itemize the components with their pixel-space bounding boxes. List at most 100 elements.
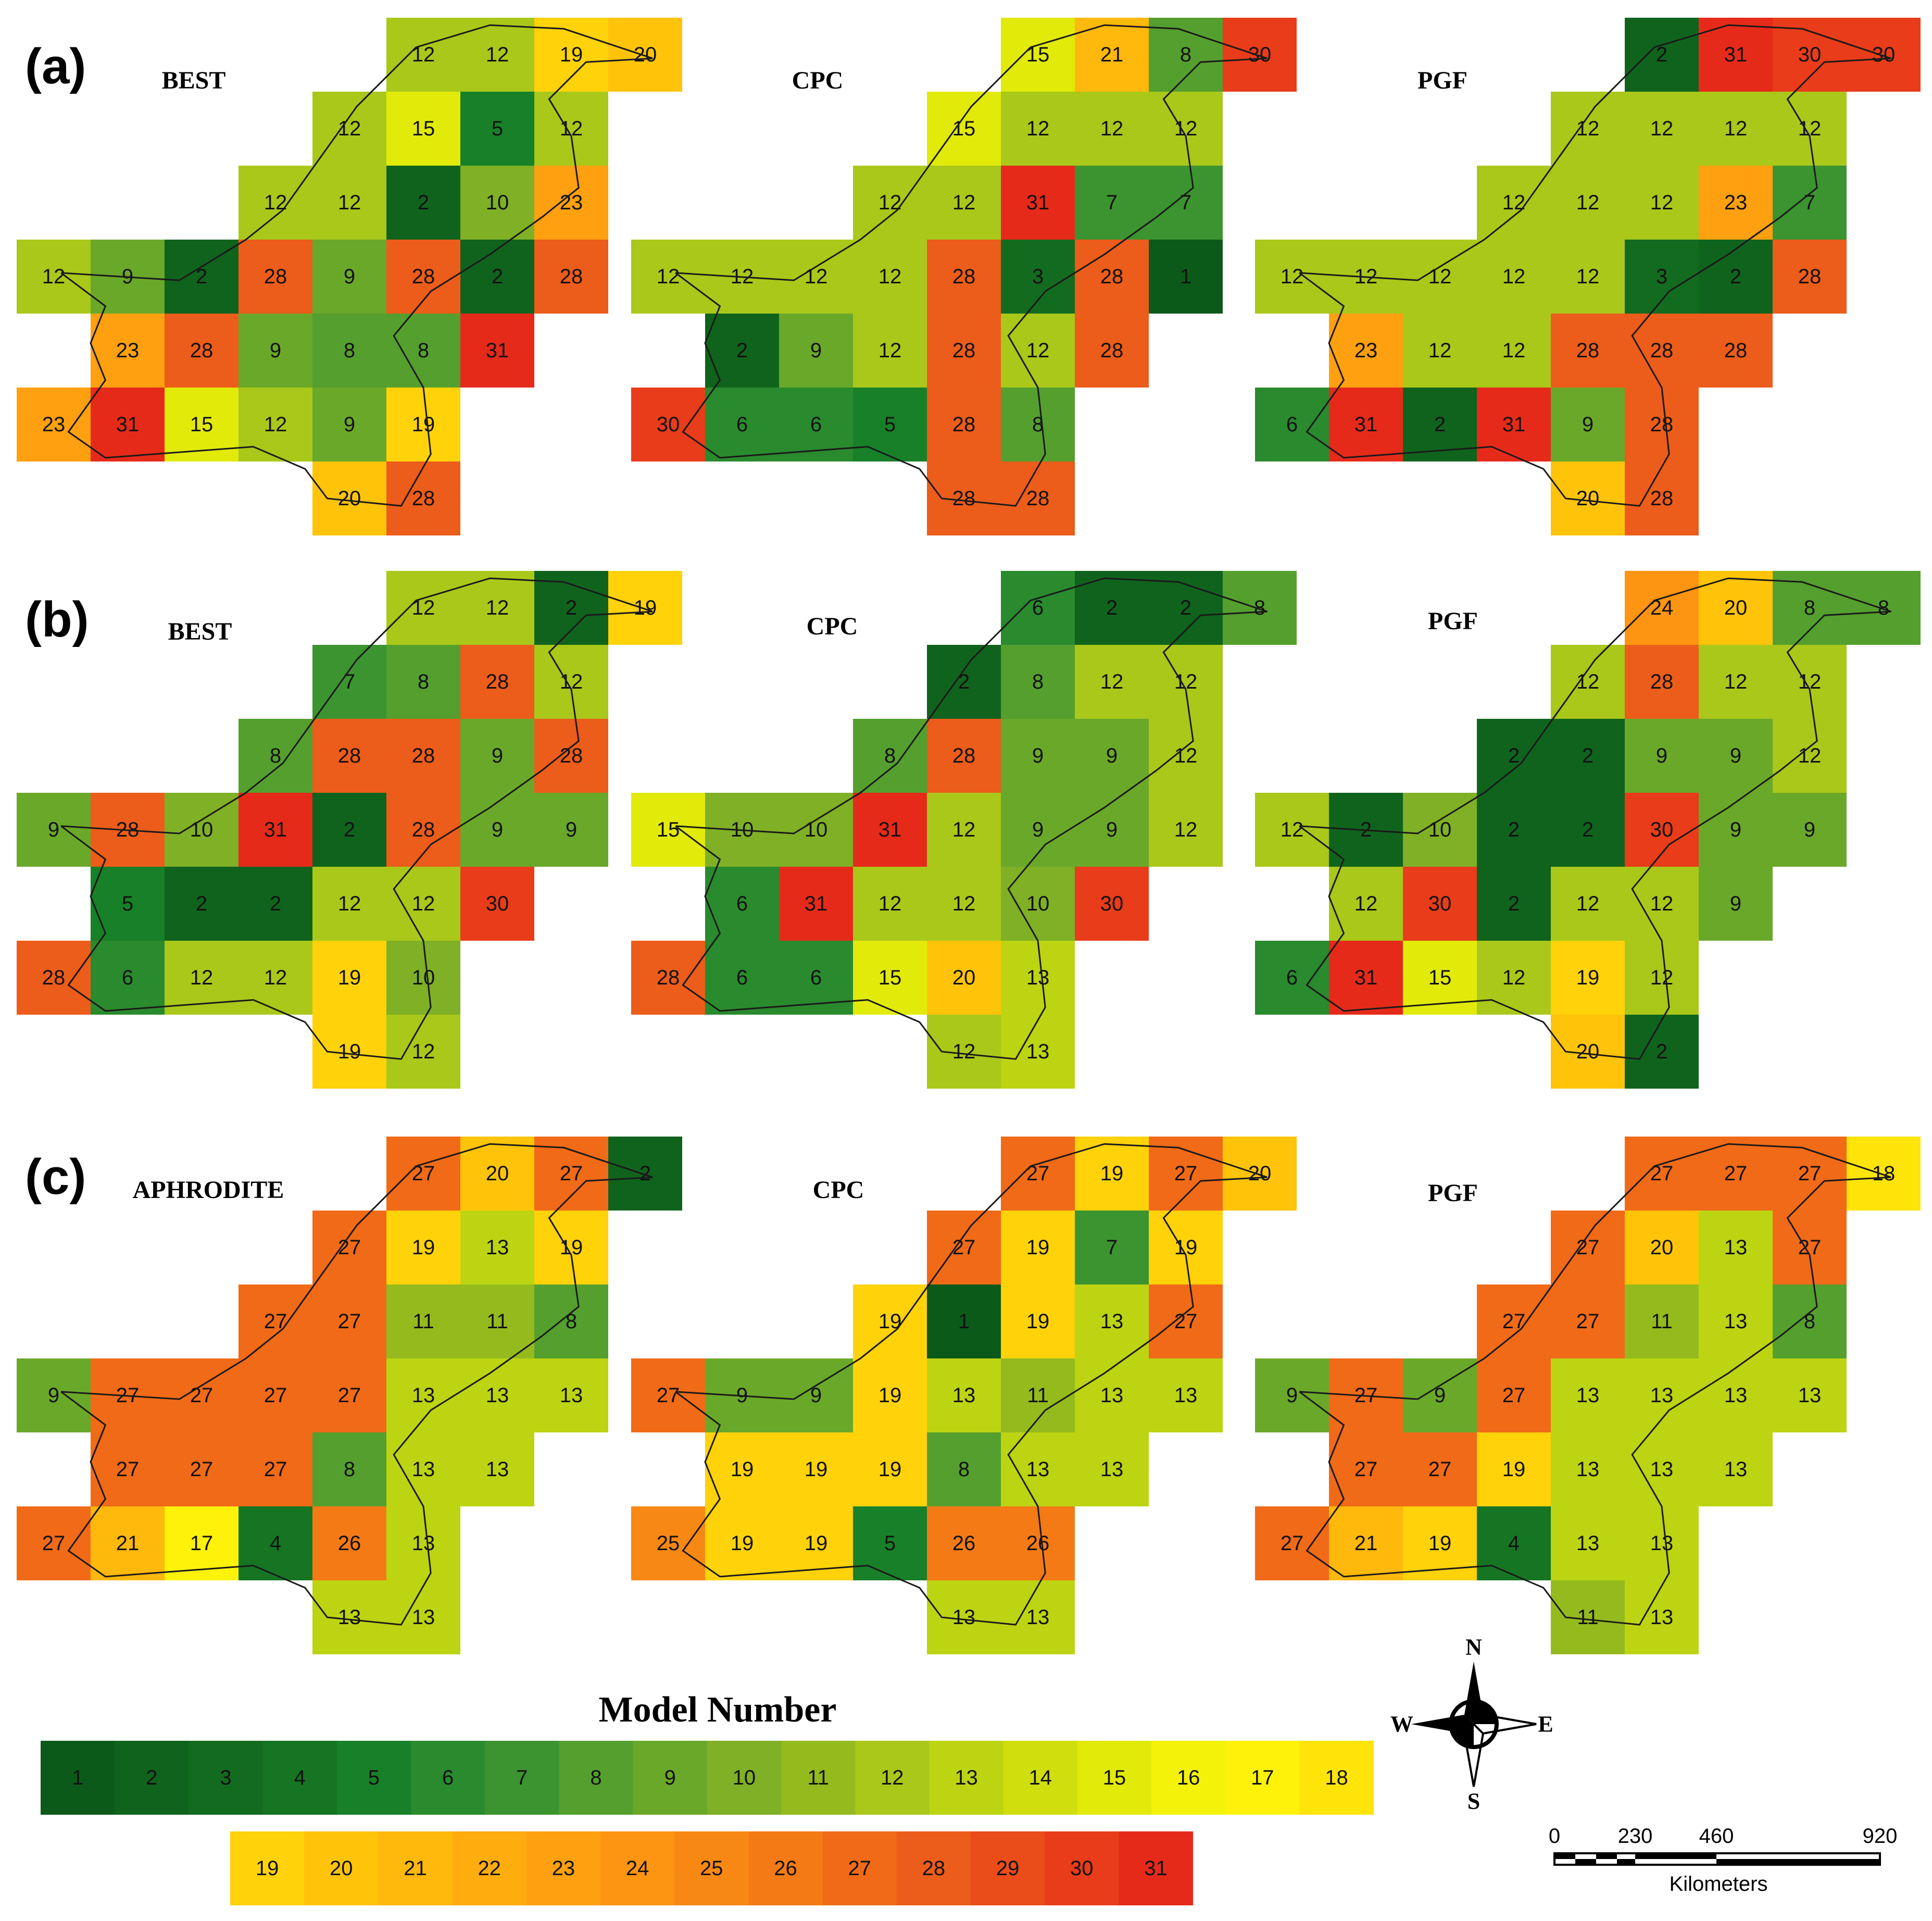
legend-swatch-label: 28 [922, 1857, 946, 1880]
map-title-a-1: BEST [162, 67, 226, 94]
grid-cell-label: 28 [42, 966, 66, 989]
legend-swatch [526, 1831, 601, 1905]
country-outline [675, 577, 1268, 1060]
grid-cell [386, 867, 460, 941]
grid-cell [927, 166, 1001, 240]
grid-cell [1625, 314, 1699, 388]
grid-cell [1699, 166, 1773, 240]
grid-cell [17, 1358, 91, 1432]
grid-cell-label: 15 [657, 818, 680, 841]
grid-cell [239, 793, 312, 867]
grid-cell-label: 9 [1804, 818, 1815, 841]
grid-cell-label: 28 [1100, 339, 1124, 362]
grid-cell-label: 27 [338, 1310, 361, 1333]
legend-swatch [189, 1741, 264, 1815]
grid-cell [608, 18, 682, 92]
grid-cell [165, 1432, 239, 1506]
grid-cell [1477, 1506, 1551, 1580]
grid-cell-label: 12 [1650, 892, 1674, 915]
grid-cell-label: 9 [48, 1384, 59, 1407]
grid-cell [927, 240, 1001, 314]
grid-cell [1001, 461, 1075, 535]
grid-cell-label: 8 [344, 339, 355, 362]
grid-cell [386, 1137, 460, 1211]
grid-cell [1551, 314, 1625, 388]
grid-cell-label: 31 [1724, 43, 1748, 66]
grid-cell-label: 7 [1106, 1236, 1118, 1259]
grid-cell-label: 6 [736, 892, 748, 915]
grid-cell [239, 388, 312, 461]
legend-swatch [600, 1831, 675, 1905]
grid-cell-label: 27 [1354, 1458, 1378, 1481]
grid-cell-label: 13 [1100, 1458, 1124, 1481]
grid-cell [312, 867, 386, 941]
grid-cell-label: 12 [1502, 966, 1526, 989]
grid-cell-label: 12 [952, 1040, 976, 1063]
grid-cell [534, 1284, 608, 1358]
grid-cell [927, 388, 1001, 461]
grid-cell [1551, 1015, 1625, 1089]
map-title-c-1: APHRODITE [133, 1176, 284, 1204]
grid-cell-label: 6 [1032, 596, 1044, 619]
grid-cell [460, 719, 534, 793]
grid-cell-label: 13 [1798, 1384, 1822, 1407]
grid-cell-label: 27 [1576, 1310, 1600, 1333]
grid-cell-label: 31 [116, 413, 140, 436]
grid-cell-label: 9 [1730, 744, 1741, 767]
grid-cell [1075, 719, 1149, 793]
legend-swatch-label: 19 [256, 1857, 279, 1880]
grid-cell [460, 645, 534, 719]
grid-cell [1001, 92, 1075, 166]
grid-cell [1625, 461, 1699, 535]
grid-cell [1403, 867, 1477, 941]
grid-cell [239, 1358, 312, 1432]
grid-cell [853, 1358, 927, 1432]
grid-cell-label: 12 [952, 892, 976, 915]
grid-cell-label: 19 [1576, 966, 1600, 989]
legend-swatch [559, 1741, 634, 1815]
legend-swatch [378, 1831, 453, 1905]
grid-cell [1773, 18, 1847, 92]
grid-cell-label: 12 [1798, 744, 1822, 767]
grid-cell-label: 12 [879, 339, 902, 362]
grid-cell-label: 12 [412, 596, 435, 619]
legend-swatch [230, 1831, 305, 1905]
grid-cell [1699, 719, 1773, 793]
grid-cell [927, 314, 1001, 388]
grid-cell-label: 21 [1100, 43, 1124, 66]
grid-cell [1001, 1432, 1075, 1506]
grid-cell-label: 28 [952, 265, 976, 288]
grid-cell [386, 388, 460, 461]
grid-cell [1075, 1284, 1149, 1358]
grid-cell-label: 31 [879, 818, 902, 841]
grid-cell [853, 1432, 927, 1506]
grid-cell-label: 11 [1651, 1310, 1673, 1333]
grid-cell-label: 2 [196, 265, 207, 288]
grid-cell-label: 27 [190, 1458, 214, 1481]
grid-cell-label: 20 [952, 966, 976, 989]
grid-map-b-3: 24 20 8 8 12 28 12 12 2 2 9 9 12 12 2 10 2 2 30 9 9 12 30 2 12 12… [1255, 571, 1921, 1089]
legend-swatch-label: 5 [368, 1766, 380, 1789]
grid-cell-label: 20 [486, 1162, 509, 1185]
grid-cell-label: 9 [48, 818, 59, 841]
grid-cell [386, 1284, 460, 1358]
grid-cell [460, 793, 534, 867]
country-outline [60, 577, 653, 1060]
grid-cell [1477, 719, 1551, 793]
grid-cell-label: 9 [1582, 413, 1594, 436]
grid-cell [853, 388, 927, 461]
grid-cell [631, 1506, 705, 1580]
grid-cell-label: 4 [270, 1532, 281, 1555]
legend-swatch-label: 3 [220, 1766, 231, 1789]
grid-cell-label: 19 [805, 1532, 828, 1555]
grid-cell [1255, 1358, 1329, 1432]
grid-cell-label: 15 [1428, 966, 1452, 989]
grid-cell-label: 8 [1032, 670, 1044, 693]
grid-cell [853, 719, 927, 793]
grid-cell-label: 13 [338, 1606, 361, 1629]
grid-cell-label: 28 [560, 265, 583, 288]
grid-cell-label: 20 [1248, 1162, 1272, 1185]
grid-cell-label: 19 [879, 1458, 902, 1481]
grid-cell-label: 12 [1576, 265, 1600, 288]
grid-cell-label: 12 [1724, 117, 1748, 140]
